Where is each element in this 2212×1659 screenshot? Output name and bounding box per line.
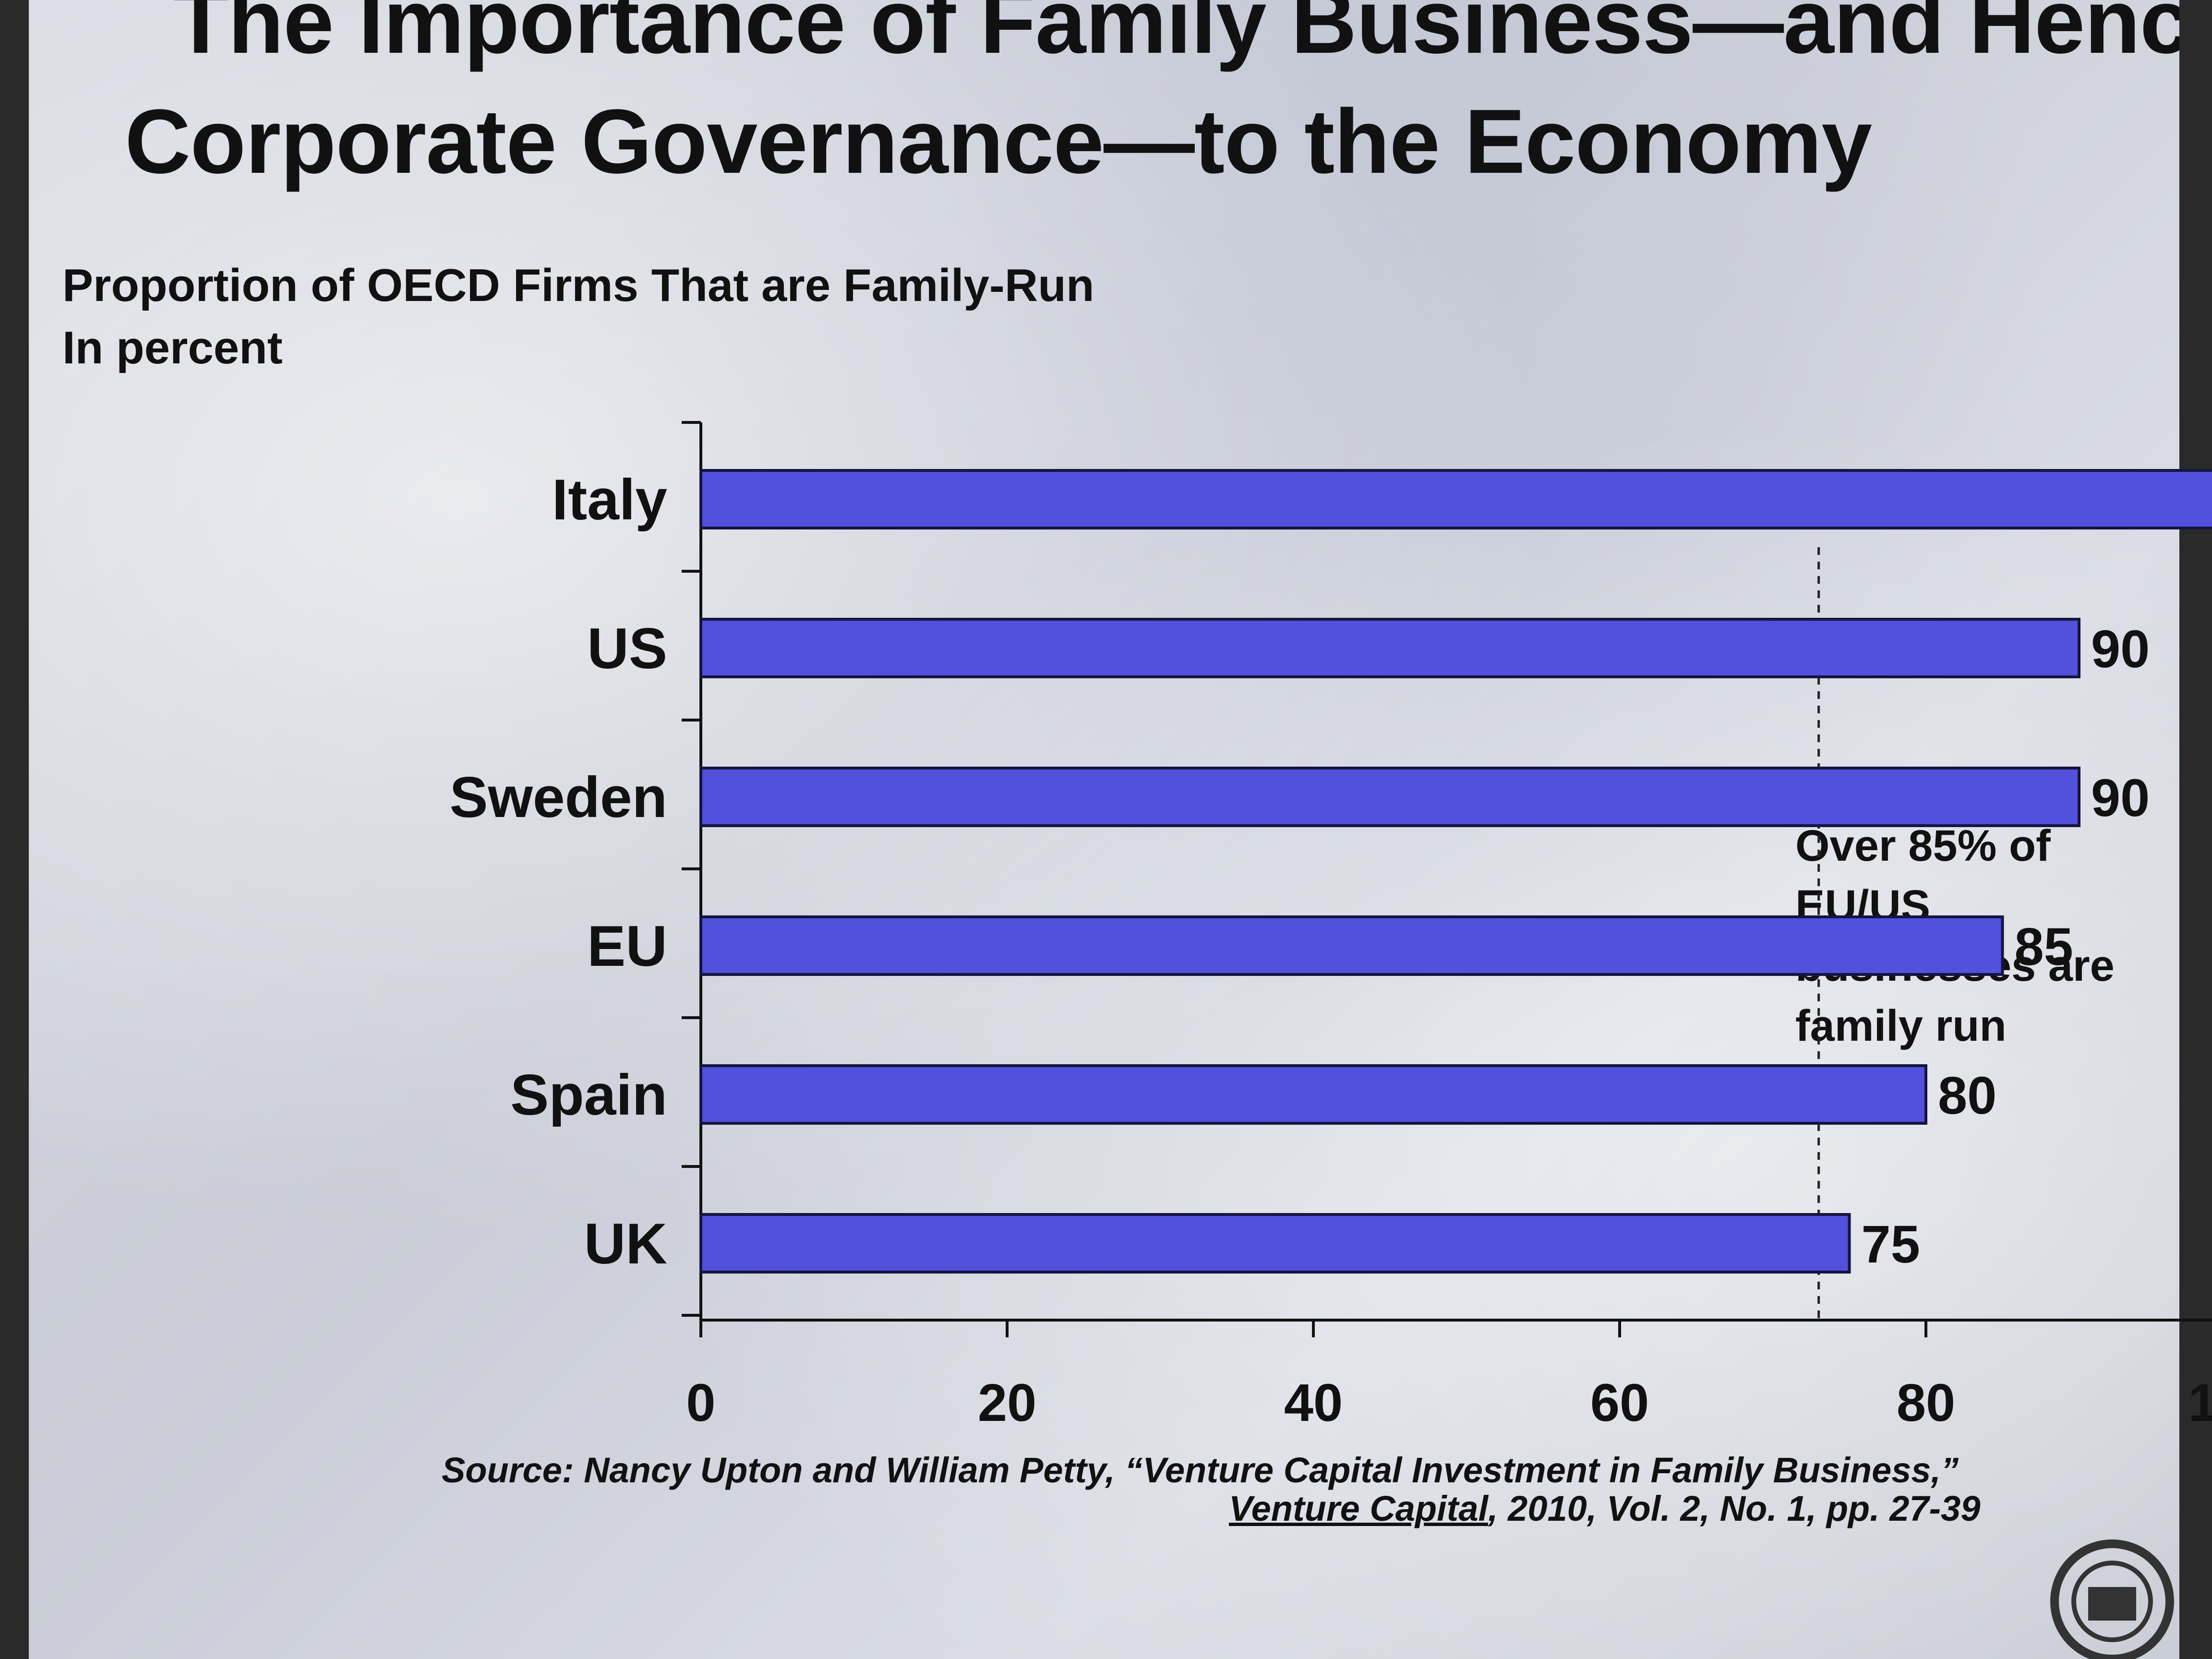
data-label: 90 (2091, 769, 2150, 828)
data-label: 90 (2091, 620, 2150, 679)
category-label: UK (584, 1212, 667, 1276)
source-citation-line2: Venture Capital, 2010, Vol. 2, No. 1, pp… (1229, 1488, 1981, 1529)
source-journal: Venture Capital (1229, 1489, 1489, 1528)
bar (699, 618, 2080, 678)
slide-title-line2: Corporate Governance—to the Economy (125, 91, 1872, 192)
source-citation: Source: Nancy Upton and William Petty, “… (442, 1450, 1959, 1490)
category-label: US (587, 616, 667, 681)
bar (699, 915, 2004, 976)
data-label: 80 (1938, 1066, 1996, 1125)
x-tick-label: 100 (2188, 1373, 2212, 1432)
x-tick-label: 60 (1590, 1373, 1649, 1432)
category-label: Italy (552, 468, 667, 532)
bar (699, 1213, 1851, 1274)
x-tick-label: 20 (978, 1373, 1036, 1432)
university-logo-icon (2050, 1539, 2174, 1659)
data-label: 75 (1862, 1215, 1920, 1274)
category-label: EU (587, 914, 667, 978)
bar (699, 1064, 1927, 1125)
slide: The Importance of Family Business—and He… (29, 0, 2179, 1659)
category-label: Spain (510, 1063, 667, 1127)
slide-title-line1: The Importance of Family Business—and He… (173, 0, 2179, 72)
data-label: 85 (2015, 917, 2073, 976)
bar (699, 767, 2080, 827)
category-label: Sweden (450, 765, 667, 830)
bar (699, 469, 2212, 529)
x-tick-label: 0 (686, 1373, 715, 1432)
source-details: , 2010, Vol. 2, No. 1, pp. 27-39 (1488, 1489, 1981, 1528)
unit-label: In percent (62, 322, 283, 373)
chart-subtitle: Proportion of OECD Firms That are Family… (62, 260, 1094, 311)
x-tick-label: 80 (1897, 1373, 1955, 1432)
x-tick-label: 40 (1284, 1373, 1343, 1432)
